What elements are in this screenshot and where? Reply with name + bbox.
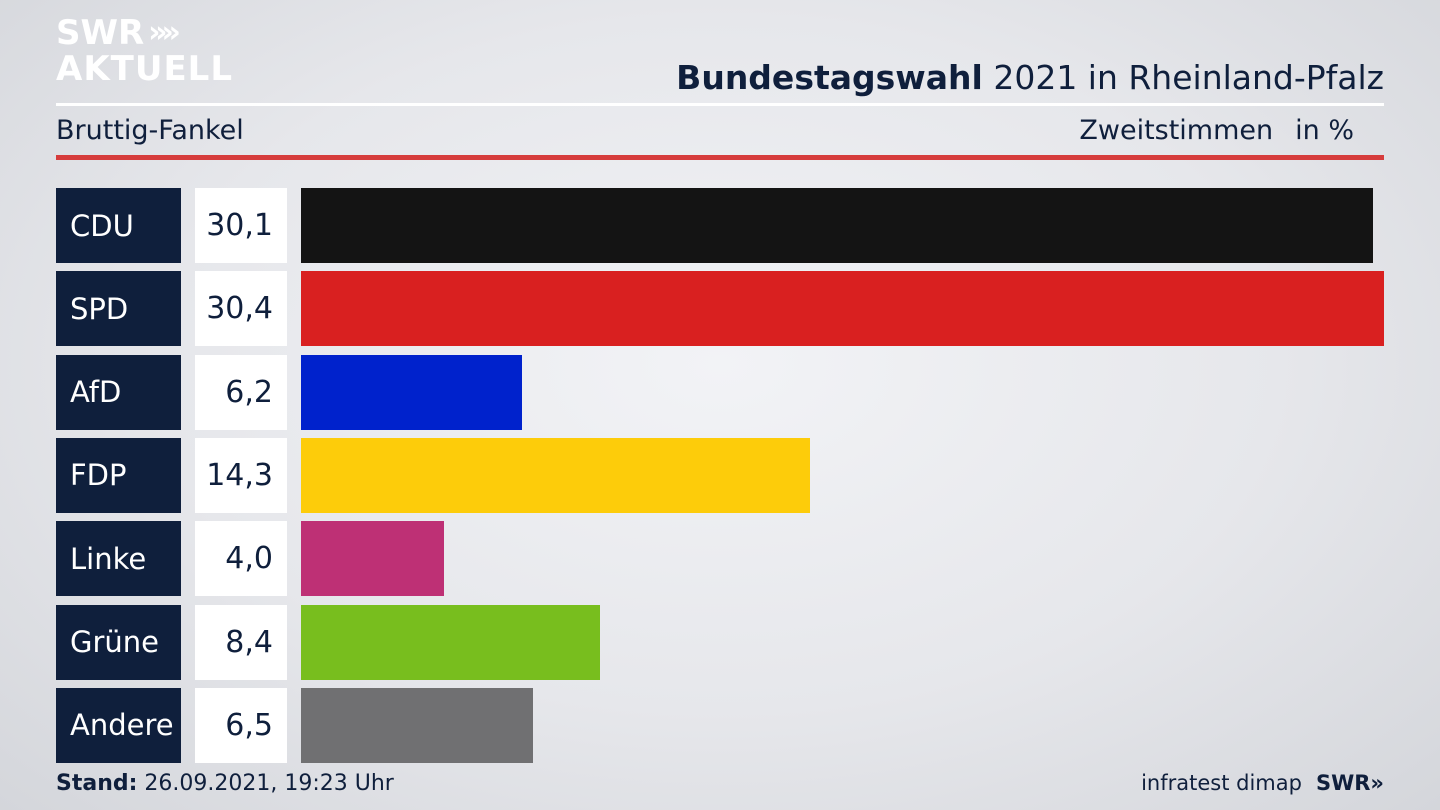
stand-value: 26.09.2021, 19:23 Uhr <box>144 771 394 796</box>
bar-linke <box>301 521 444 597</box>
timestamp: Stand: 26.09.2021, 19:23 Uhr <box>56 771 394 796</box>
value-label: 14,3 <box>195 437 287 513</box>
accent-divider <box>56 155 1384 160</box>
stand-label: Stand: <box>56 771 138 796</box>
municipality-name: Bruttig-Fankel <box>56 115 244 146</box>
value-label: 30,4 <box>195 271 287 347</box>
party-label: Grüne <box>56 604 181 680</box>
party-label: Andere <box>56 687 181 763</box>
bar-afd <box>301 354 522 430</box>
value-label: 30,1 <box>195 188 287 263</box>
bar-grüne <box>301 604 600 680</box>
logo-line1: SWR <box>56 13 145 53</box>
logo-line2: AKTUELL <box>56 49 234 89</box>
title-bold: Bundestagswahl <box>676 58 983 97</box>
vote-type: Zweitstimmen <box>1079 115 1274 146</box>
source-label: infratest dimap <box>1141 771 1302 795</box>
vote-type-label: Zweitstimmen in % <box>1079 115 1354 146</box>
value-label: 6,2 <box>195 354 287 430</box>
bar-row-fdp: FDP 14,3 <box>56 437 1384 513</box>
value-label: 8,4 <box>195 604 287 680</box>
bar-andere <box>301 687 533 763</box>
bar-fdp <box>301 437 810 513</box>
bar-row-afd: AfD 6,2 <box>56 354 1384 430</box>
value-label: 4,0 <box>195 521 287 597</box>
bar-cdu <box>301 188 1373 263</box>
bar-spd <box>301 271 1384 347</box>
bar-row-cdu: CDU 30,1 <box>56 188 1384 263</box>
party-label: FDP <box>56 437 181 513</box>
bar-row-andere: Andere 6,5 <box>56 687 1384 763</box>
source-credit: infratest dimap SWR» <box>1141 771 1384 795</box>
party-label: SPD <box>56 271 181 347</box>
party-label: Linke <box>56 521 181 597</box>
bar-row-grüne: Grüne 8,4 <box>56 604 1384 680</box>
bar-row-spd: SPD 30,4 <box>56 271 1384 347</box>
party-label: CDU <box>56 188 181 263</box>
bar-row-linke: Linke 4,0 <box>56 521 1384 597</box>
unit-label: in % <box>1295 115 1354 146</box>
swr-brand-logo: SWR» <box>1315 771 1384 795</box>
title-rest: 2021 in Rheinland-Pfalz <box>993 58 1384 97</box>
value-label: 6,5 <box>195 687 287 763</box>
party-label: AfD <box>56 354 181 430</box>
page-title: Bundestagswahl 2021 in Rheinland-Pfalz <box>676 58 1384 97</box>
header-divider <box>56 103 1384 106</box>
swr-aktuell-logo: SWR»» AKTUELL <box>56 16 233 86</box>
logo-chevron-icon: »» <box>148 15 181 50</box>
